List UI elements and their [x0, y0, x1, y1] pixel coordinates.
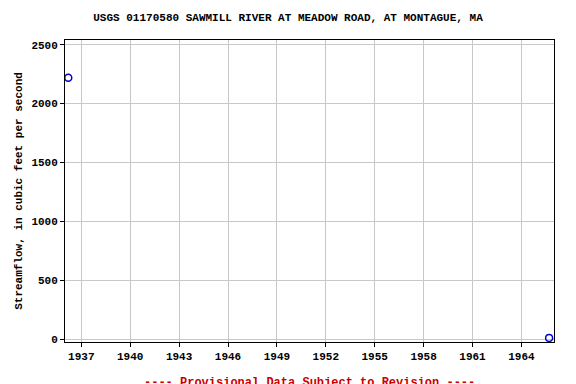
svg-text:---- Provisional Data Subject: ---- Provisional Data Subject to Revisio… — [144, 376, 475, 384]
svg-text:1500: 1500 — [31, 157, 57, 169]
svg-text:2500: 2500 — [31, 40, 57, 52]
svg-text:USGS 01170580 SAWMILL RIVER AT: USGS 01170580 SAWMILL RIVER AT MEADOW RO… — [93, 12, 483, 24]
svg-text:1952: 1952 — [313, 351, 339, 363]
svg-text:0: 0 — [51, 334, 58, 346]
svg-text:1955: 1955 — [361, 351, 388, 363]
svg-text:1949: 1949 — [264, 351, 290, 363]
svg-text:1958: 1958 — [410, 351, 437, 363]
svg-text:1961: 1961 — [459, 351, 486, 363]
svg-text:1937: 1937 — [68, 351, 94, 363]
svg-text:Streamflow, in cubic feet per: Streamflow, in cubic feet per second — [13, 72, 25, 310]
svg-text:1943: 1943 — [166, 351, 193, 363]
svg-text:1940: 1940 — [117, 351, 143, 363]
svg-text:1000: 1000 — [31, 216, 57, 228]
svg-text:2000: 2000 — [31, 98, 57, 110]
svg-text:1946: 1946 — [215, 351, 241, 363]
svg-text:1964: 1964 — [508, 351, 535, 363]
svg-text:500: 500 — [38, 275, 58, 287]
